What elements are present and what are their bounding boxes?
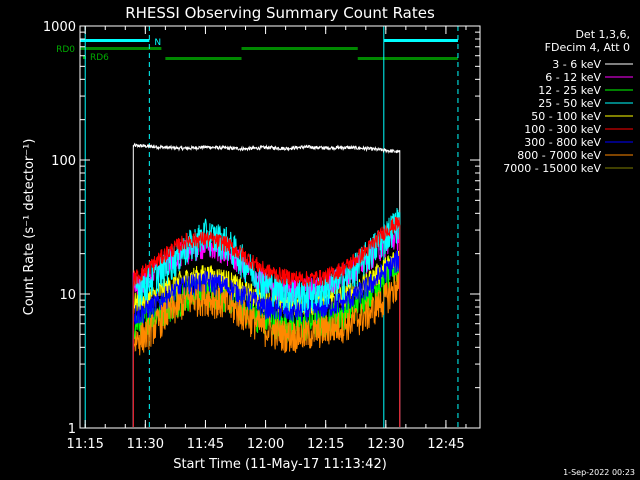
legend-entry-label: 25 - 50 keV [538,97,601,110]
y-tick-label: 1000 [43,20,76,35]
legend-header-line: Det 1,3,6, [575,28,630,41]
legend-entry-label: 7000 - 15000 keV [503,162,601,175]
series-line-300-800-kev [132,250,401,427]
rd6-flag-bar [357,57,458,60]
x-tick-label: 11:45 [187,437,224,452]
x-tick-label: 12:30 [367,437,404,452]
night-flag-bar [383,39,458,42]
legend-entry-label: 300 - 800 keV [524,136,601,149]
axes-layer: 11:15 11:30 11:45 12:00 12:15 12:30 12:45 1 10 10… [43,20,481,452]
y-tick-label: 1 [68,422,76,437]
rd6-flag-marker [83,56,86,59]
flag-label-night: N [154,38,161,48]
legend-entry-label: 12 - 25 keV [538,84,601,97]
legend-entry-label: 6 - 12 keV [545,71,601,84]
flag-label-rd6: RD6 [90,53,109,63]
x-tick-label: 12:00 [247,437,284,452]
plot-timestamp: 1-Sep-2022 00:23 [563,468,635,477]
series-line-800-7000-kev [132,272,401,427]
x-tick-label: 11:30 [127,437,164,452]
flag-label-rd0: RD0 [56,45,75,55]
y-axis-label: Count Rate (s⁻¹ detector⁻¹) [22,139,37,316]
y-tick-label: 10 [59,288,76,303]
chart-title: RHESSI Observing Summary Count Rates [125,4,435,22]
night-flag-bar [80,39,150,42]
x-axis-label: Start Time (11-May-17 11:13:42) [173,457,387,472]
rd0-flag-bar [80,47,162,50]
legend-entry-label: 100 - 300 keV [524,123,601,136]
rd0-flag-bar [241,47,358,50]
rd6-flag-bar [165,57,242,60]
x-tick-label: 12:45 [427,437,464,452]
series-layer [132,142,401,427]
x-tick-label: 12:15 [307,437,344,452]
plot-frame [79,25,481,429]
series-line-100-300-kev [132,216,401,427]
legend-entry-label: 3 - 6 keV [552,58,601,71]
x-tick-label: 11:15 [66,437,103,452]
series-line-3-6-kev [132,142,401,427]
legend-entry-label: 800 - 7000 keV [517,149,601,162]
legend-entry-label: 50 - 100 keV [531,110,601,123]
flag-layer: N RD0 RD6 [56,38,458,63]
y-tick-label: 100 [51,154,76,169]
legend-header-line: FDecim 4, Att 0 [545,41,630,54]
